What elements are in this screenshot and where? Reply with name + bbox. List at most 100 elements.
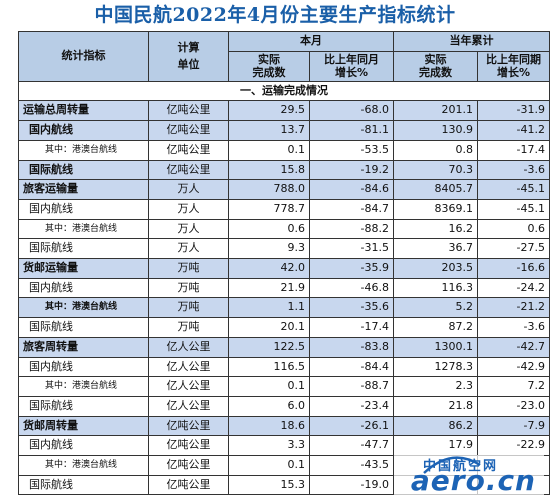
ytd-growth-cell: -3.6 xyxy=(477,159,550,181)
header-ytd: 当年累计 xyxy=(393,31,550,52)
month-growth-cell: -19.0 xyxy=(309,474,394,496)
indicator-cell: 其中：港澳台航线 xyxy=(18,455,149,476)
month-growth-cell: -53.5 xyxy=(309,139,394,161)
ytd-actual-cell: 21.8 xyxy=(393,395,478,417)
ytd-growth-cell: -41.2 xyxy=(477,120,550,141)
ytd-growth-cell: 7.2 xyxy=(477,376,550,397)
table-row: 其中：港澳台航线 亿人公里 0.1 -88.7 2.3 7.2 xyxy=(18,376,550,397)
ytd-growth-cell: -16.6 xyxy=(477,258,550,279)
month-growth-cell: -88.7 xyxy=(309,376,394,397)
header-month-actual-l1: 实际 xyxy=(258,53,280,67)
indicator-cell: 运输总周转量 xyxy=(18,100,149,122)
indicator-cell: 其中：港澳台航线 xyxy=(18,297,149,319)
table-row: 国际航线 亿人公里 6.0 -23.4 21.8 -23.0 xyxy=(18,395,550,417)
ytd-growth-cell: -23.0 xyxy=(477,395,550,417)
ytd-growth-cell: -42.7 xyxy=(477,336,550,358)
table-row: 其中：港澳台航线 万人 0.6 -88.2 16.2 0.6 xyxy=(18,218,550,240)
indicator-cell: 国际航线 xyxy=(18,395,149,417)
ytd-growth-cell: -22.9 xyxy=(477,435,550,457)
table-row: 国内航线 亿吨公里 3.3 -47.7 17.9 -22.9 xyxy=(18,435,550,457)
month-growth-cell: -84.7 xyxy=(309,198,394,220)
header-month-yoy-l2: 增长% xyxy=(334,66,369,80)
month-actual-cell: 29.5 xyxy=(228,100,310,122)
month-actual-cell: 0.1 xyxy=(228,455,310,476)
indicator-cell: 国际航线 xyxy=(18,474,149,496)
table-row: 运输总周转量 亿吨公里 29.5 -68.0 201.1 -31.9 xyxy=(18,100,550,122)
month-growth-cell: -17.4 xyxy=(309,317,394,338)
month-growth-cell: -84.4 xyxy=(309,356,394,378)
month-actual-cell: 13.7 xyxy=(228,120,310,141)
unit-cell: 亿吨公里 xyxy=(148,474,229,496)
indicator-cell: 国内航线 xyxy=(18,277,149,299)
table-row: 旅客周转量 亿人公里 122.5 -83.8 1300.1 -42.7 xyxy=(18,336,550,358)
header-month-actual-l2: 完成数 xyxy=(252,66,286,80)
ytd-growth-cell: -3.6 xyxy=(477,317,550,338)
unit-cell: 亿人公里 xyxy=(148,356,229,378)
table-row: 国内航线 亿吨公里 13.7 -81.1 130.9 -41.2 xyxy=(18,120,550,141)
indicator-cell: 国内航线 xyxy=(18,435,149,457)
header-unit-line1: 计算 xyxy=(177,41,200,55)
ytd-growth-cell: -31.9 xyxy=(477,100,550,122)
ytd-actual-cell: 201.1 xyxy=(393,100,478,122)
table-row: 国内航线 亿人公里 116.5 -84.4 1278.3 -42.9 xyxy=(18,356,550,378)
month-actual-cell: 788.0 xyxy=(228,179,310,200)
table-row: 国内航线 万吨 21.9 -46.8 116.3 -24.2 xyxy=(18,277,550,299)
table-row: 其中：港澳台航线 万吨 1.1 -35.6 5.2 -21.2 xyxy=(18,297,550,319)
indicator-cell: 货邮周转量 xyxy=(18,415,149,437)
month-actual-cell: 21.9 xyxy=(228,277,310,299)
ytd-growth-cell: -42.9 xyxy=(477,356,550,378)
month-growth-cell: -88.2 xyxy=(309,218,394,240)
header-indicator: 统计指标 xyxy=(18,31,149,82)
header-ytd-actual-l2: 完成数 xyxy=(419,66,452,80)
page-title: 中国民航2022年4月份主要生产指标统计 xyxy=(94,4,456,26)
unit-cell: 亿人公里 xyxy=(148,395,229,417)
table-row: 其中：港澳台航线 亿吨公里 0.1 -53.5 0.8 -17.4 xyxy=(18,139,550,161)
header-ytd-yoy-l2: 增长% xyxy=(496,66,531,80)
ytd-growth-cell: 0.6 xyxy=(477,218,550,240)
ytd-actual-cell: 16.2 xyxy=(393,218,478,240)
ytd-actual-cell: 17.9 xyxy=(393,435,478,457)
ytd-actual-cell: 1278.3 xyxy=(393,356,478,378)
unit-cell: 亿吨公里 xyxy=(148,455,229,476)
table-row: 国际航线 亿吨公里 15.8 -19.2 70.3 -3.6 xyxy=(18,159,550,181)
month-actual-cell: 15.3 xyxy=(228,474,310,496)
month-growth-cell: -46.8 xyxy=(309,277,394,299)
ytd-actual-cell: 2.3 xyxy=(393,376,478,397)
month-growth-cell: -26.1 xyxy=(309,415,394,437)
month-growth-cell: -31.5 xyxy=(309,238,394,260)
ytd-growth-cell: -17.4 xyxy=(477,139,550,161)
ytd-actual-cell: 8369.1 xyxy=(393,198,478,220)
unit-cell: 亿吨公里 xyxy=(148,159,229,181)
month-actual-cell: 18.6 xyxy=(228,415,310,437)
unit-cell: 万人 xyxy=(148,218,229,240)
ytd-actual-cell: 0.8 xyxy=(393,139,478,161)
table-row: 货邮周转量 亿吨公里 18.6 -26.1 86.2 -7.9 xyxy=(18,415,550,437)
header-month-yoy: 比上年同月 增长% xyxy=(309,50,394,82)
ytd-growth-cell: -45.1 xyxy=(477,198,550,220)
header-ytd-yoy-l1: 比上年同期 xyxy=(486,53,541,67)
unit-cell: 万吨 xyxy=(148,297,229,319)
ytd-actual-cell: 1300.1 xyxy=(393,336,478,358)
indicator-cell: 其中：港澳台航线 xyxy=(18,376,149,397)
ytd-actual-cell: 36.7 xyxy=(393,238,478,260)
header-unit: 计算 单位 xyxy=(148,31,229,82)
ytd-growth-cell: -27.5 xyxy=(477,238,550,260)
watermark-cn: 中国航空网 xyxy=(422,459,498,474)
ytd-actual-cell: 116.3 xyxy=(393,277,478,299)
month-growth-cell: -19.2 xyxy=(309,159,394,181)
indicator-cell: 国际航线 xyxy=(18,238,149,260)
unit-cell: 亿吨公里 xyxy=(148,435,229,457)
indicator-cell: 其中：港澳台航线 xyxy=(18,218,149,240)
month-actual-cell: 0.1 xyxy=(228,376,310,397)
ytd-growth-cell: -24.2 xyxy=(477,277,550,299)
indicator-cell: 国际航线 xyxy=(18,159,149,181)
header-ytd-actual-l1: 实际 xyxy=(424,53,447,67)
ytd-actual-cell: 86.2 xyxy=(393,415,478,437)
ytd-actual-cell: 70.3 xyxy=(393,159,478,181)
header-ytd-actual: 实际 完成数 xyxy=(393,50,478,82)
table-row: 国际航线 万吨 20.1 -17.4 87.2 -3.6 xyxy=(18,317,550,338)
table-row: 国内航线 万人 778.7 -84.7 8369.1 -45.1 xyxy=(18,198,550,220)
table-row: 旅客运输量 万人 788.0 -84.6 8405.7 -45.1 xyxy=(18,179,550,200)
month-actual-cell: 0.6 xyxy=(228,218,310,240)
header-month-actual: 实际 完成数 xyxy=(228,50,310,82)
